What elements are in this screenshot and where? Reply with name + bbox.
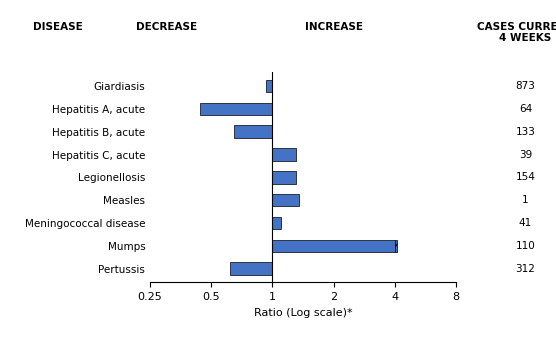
Text: DECREASE: DECREASE <box>136 22 197 32</box>
Bar <box>200 103 272 115</box>
Text: 41: 41 <box>519 218 532 228</box>
Bar <box>235 126 272 138</box>
Bar <box>272 240 395 252</box>
Text: 154: 154 <box>515 172 535 182</box>
Text: 110: 110 <box>515 241 535 251</box>
Text: 64: 64 <box>519 104 532 114</box>
Text: 312: 312 <box>515 264 535 274</box>
Text: 873: 873 <box>515 81 535 91</box>
Text: CASES CURRENT
4 WEEKS: CASES CURRENT 4 WEEKS <box>477 22 556 43</box>
Bar <box>230 262 272 275</box>
Bar <box>272 194 299 206</box>
Text: 39: 39 <box>519 150 532 160</box>
Bar <box>395 240 397 252</box>
Text: INCREASE: INCREASE <box>305 22 363 32</box>
Text: DISEASE: DISEASE <box>33 22 83 32</box>
Bar <box>266 80 272 92</box>
Text: 1: 1 <box>522 195 529 205</box>
Text: 133: 133 <box>515 127 535 137</box>
Bar <box>272 217 281 229</box>
Bar <box>272 148 296 161</box>
Bar <box>272 171 296 184</box>
X-axis label: Ratio (Log scale)*: Ratio (Log scale)* <box>254 308 353 317</box>
